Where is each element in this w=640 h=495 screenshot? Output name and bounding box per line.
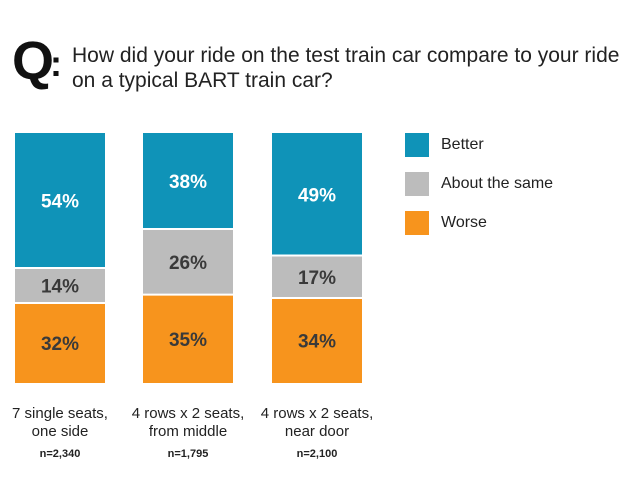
bar-segment-better-1 xyxy=(15,133,105,268)
legend-label: Better xyxy=(441,136,484,153)
category-n-label-2: n=1,795 xyxy=(168,448,209,460)
category-label-line2-2: from middle xyxy=(149,423,227,440)
legend-swatch xyxy=(405,211,429,235)
data-label-better-2: 38% xyxy=(169,172,207,193)
data-label-about-the-same-3: 17% xyxy=(298,268,336,289)
legend-item-worse: Worse xyxy=(405,211,605,235)
data-label-better-1: 54% xyxy=(41,192,79,213)
category-label-line2-1: one side xyxy=(32,423,89,440)
bar-segment-about-the-same-2 xyxy=(143,228,233,295)
category-label-line2-3: near door xyxy=(285,423,349,440)
legend-label: Worse xyxy=(441,214,487,231)
legend-item-better: Better xyxy=(405,133,605,157)
q-colon: : xyxy=(50,43,62,84)
legend-swatch xyxy=(405,133,429,157)
bar-segment-worse-3 xyxy=(272,298,362,383)
category-label-line1-1: 7 single seats, xyxy=(12,405,108,422)
bar-segment-worse-1 xyxy=(15,303,105,383)
data-label-about-the-same-1: 14% xyxy=(41,277,79,298)
data-label-better-3: 49% xyxy=(298,185,336,206)
legend-item-about-the-same: About the same xyxy=(405,172,605,196)
data-label-worse-1: 32% xyxy=(41,334,79,355)
bar-segment-about-the-same-3 xyxy=(272,255,362,298)
category-n-label-3: n=2,100 xyxy=(297,448,338,460)
legend-label: About the same xyxy=(441,175,554,192)
bar-segment-better-2 xyxy=(143,133,233,229)
data-label-worse-2: 35% xyxy=(169,330,207,351)
q-letter: Q xyxy=(12,31,55,91)
category-label-line1-2: 4 rows x 2 seats, xyxy=(132,405,245,422)
bar-segment-about-the-same-1 xyxy=(15,268,105,303)
bar-segment-better-3 xyxy=(272,133,362,256)
question-text: How did your ride on the test train car … xyxy=(72,44,620,92)
data-label-about-the-same-2: 26% xyxy=(169,253,207,274)
bar-segment-worse-2 xyxy=(143,294,233,383)
category-label-line1-3: 4 rows x 2 seats, xyxy=(261,405,374,422)
category-n-label-1: n=2,340 xyxy=(40,448,81,460)
data-label-worse-3: 34% xyxy=(298,332,336,353)
legend-swatch xyxy=(405,172,429,196)
